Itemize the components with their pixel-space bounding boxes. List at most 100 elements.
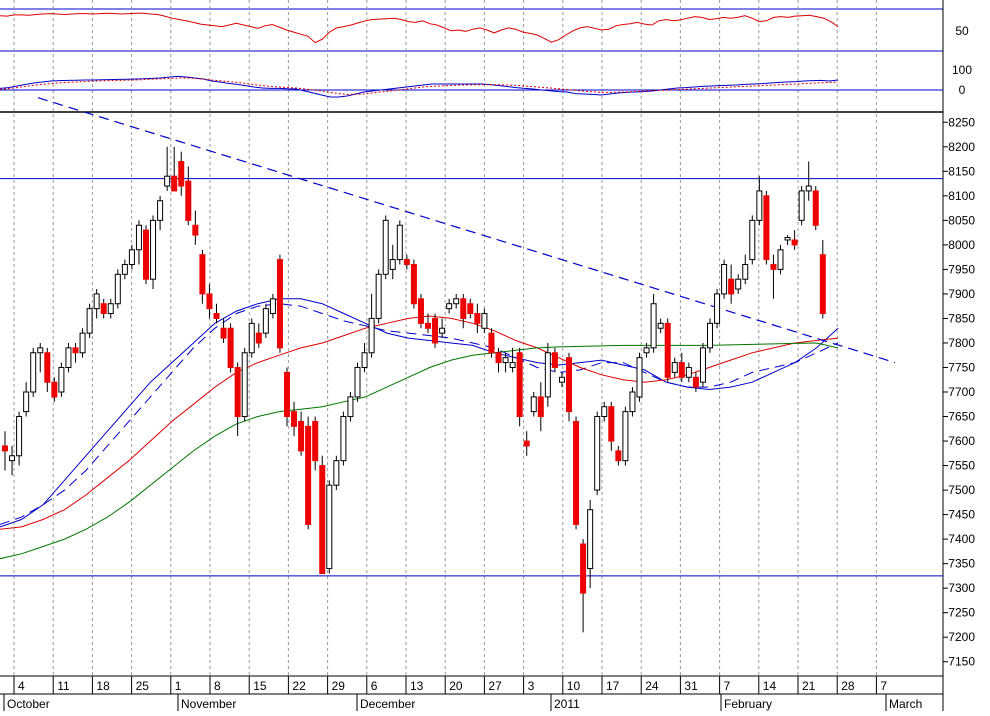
price-tick-label: 7550	[948, 459, 975, 473]
candle-body	[439, 327, 446, 334]
price-tick-label: 7150	[948, 655, 975, 669]
candle-body	[403, 259, 410, 265]
candle-body	[192, 224, 199, 236]
candle-body	[79, 332, 86, 354]
candle-body	[333, 460, 340, 486]
candle-body	[502, 357, 509, 364]
moving-average-line	[0, 298, 839, 528]
candle-body	[784, 237, 791, 241]
candle-body	[425, 322, 431, 329]
candle-body	[608, 406, 615, 442]
candle-body	[396, 224, 403, 261]
price-tick-label: 7250	[948, 606, 975, 620]
price-tick-label: 7600	[948, 434, 975, 448]
candle-body	[805, 185, 812, 192]
candle-body	[756, 190, 763, 221]
candle-body	[714, 293, 721, 324]
candle-body	[685, 366, 692, 378]
candle-body	[100, 303, 107, 315]
candle-body	[171, 175, 178, 192]
candle-body	[749, 219, 756, 261]
candle-body	[114, 273, 121, 305]
trendline	[37, 97, 896, 364]
candle-body	[728, 278, 735, 295]
candle-body	[23, 391, 30, 413]
x-day-label: 10	[567, 679, 581, 693]
price-tick-label: 7700	[948, 385, 975, 399]
candle-body	[199, 254, 206, 295]
price-tick-label: 8050	[948, 213, 975, 227]
osc2-tick-label-100: 100	[952, 63, 972, 77]
candle-body	[777, 249, 784, 270]
candle-body	[594, 416, 601, 491]
x-day-label: 24	[645, 679, 659, 693]
x-day-label: 6	[371, 679, 378, 693]
x-day-label: 22	[292, 679, 306, 693]
candle-body	[721, 263, 728, 295]
candle-body	[735, 278, 742, 290]
candle-body	[488, 332, 495, 354]
candle-body	[629, 391, 636, 413]
price-tick-label: 7950	[948, 262, 975, 276]
price-tick-label: 7800	[948, 336, 975, 350]
candle-body	[699, 347, 706, 383]
candle-body	[37, 347, 44, 354]
candle-body	[143, 229, 149, 280]
x-day-label: 27	[488, 679, 502, 693]
x-day-label: 1	[175, 679, 182, 693]
x-day-label: 21	[802, 679, 816, 693]
x-month-label: March	[889, 697, 922, 711]
candle-body	[72, 347, 79, 354]
candle-body	[798, 190, 805, 221]
candle-body	[312, 420, 319, 462]
candle-body	[657, 322, 664, 329]
candle-body	[255, 332, 262, 344]
price-tick-label: 7300	[948, 581, 975, 595]
candle-body	[544, 352, 551, 398]
candle-body	[692, 376, 699, 388]
candle-body	[234, 366, 241, 418]
candle-body	[573, 420, 580, 525]
candle-body	[601, 406, 608, 418]
candle-body	[410, 263, 417, 305]
candle-body	[340, 416, 347, 462]
candle-body	[742, 263, 749, 280]
candle-body	[707, 322, 713, 349]
candle-body	[763, 195, 770, 261]
candle-body	[636, 357, 643, 398]
candle-body	[530, 396, 537, 413]
candle-body	[319, 465, 326, 574]
price-tick-label: 8200	[948, 140, 975, 154]
candle-body	[178, 160, 185, 187]
osc1-series-line	[0, 12, 839, 44]
candle-body	[460, 298, 467, 319]
price-tick-label: 7850	[948, 311, 975, 325]
osc2-tick-label-0: 0	[959, 83, 966, 97]
candle-body	[481, 313, 488, 329]
candle-body	[643, 347, 650, 354]
price-tick-label: 7200	[948, 630, 975, 644]
candle-body	[16, 416, 23, 457]
candle-body	[107, 303, 114, 315]
candle-body	[326, 484, 333, 570]
x-month-label: October	[7, 697, 50, 711]
candle-body	[467, 303, 474, 315]
candle-body	[375, 273, 382, 319]
x-day-label: 7	[880, 679, 887, 693]
candle-body	[509, 362, 516, 368]
candle-body	[150, 219, 157, 280]
candle-body	[389, 259, 396, 270]
candle-body	[417, 298, 424, 324]
osc2-series-line	[0, 77, 839, 95]
x-month-label: February	[724, 697, 772, 711]
candle-body	[368, 317, 375, 354]
x-day-label: 7	[724, 679, 731, 693]
candle-body	[93, 293, 100, 310]
candle-body	[44, 352, 51, 383]
candle-body	[227, 327, 234, 368]
x-day-label: 25	[136, 679, 150, 693]
price-tick-label: 7650	[948, 410, 975, 424]
candle-body	[164, 175, 171, 187]
